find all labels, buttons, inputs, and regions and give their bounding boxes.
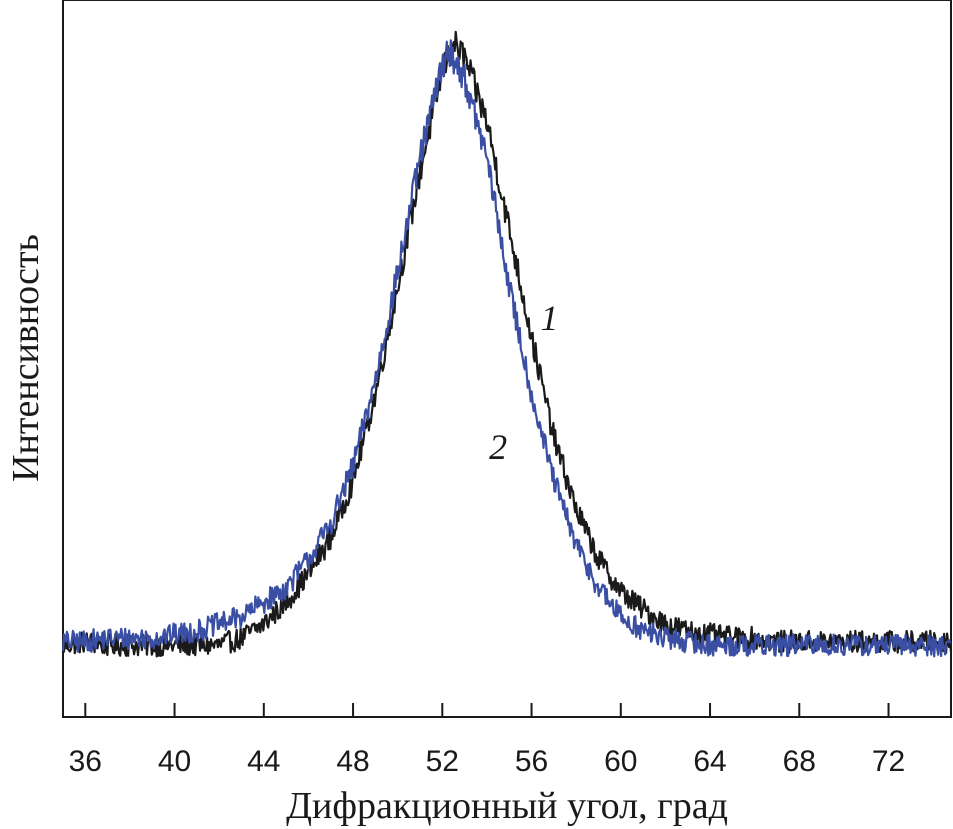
curve-label-1: 1 bbox=[540, 298, 558, 338]
x-tick-label: 52 bbox=[426, 745, 459, 778]
x-tick-label: 56 bbox=[515, 745, 548, 778]
series-line-2 bbox=[61, 39, 952, 658]
x-tick-label: 64 bbox=[693, 745, 726, 778]
x-tick-label: 44 bbox=[247, 745, 280, 778]
curve-label-2: 2 bbox=[489, 427, 507, 467]
x-ticks: 36 40 44 48 52 56 60 64 68 72 bbox=[69, 703, 905, 778]
x-tick-label: 60 bbox=[604, 745, 637, 778]
x-tick-label: 48 bbox=[336, 745, 369, 778]
series-layer bbox=[61, 30, 953, 658]
y-axis-title: Интенсивность bbox=[5, 234, 47, 482]
series-line-1 bbox=[61, 30, 953, 658]
x-tick-label: 36 bbox=[69, 745, 102, 778]
x-axis-title: Дифракционный угол, град bbox=[286, 785, 728, 827]
x-tick-label: 72 bbox=[872, 745, 905, 778]
x-tick-label: 68 bbox=[783, 745, 816, 778]
x-tick-label: 40 bbox=[158, 745, 191, 778]
plot-frame bbox=[62, 0, 952, 718]
annotation-layer: 12 bbox=[489, 298, 558, 467]
